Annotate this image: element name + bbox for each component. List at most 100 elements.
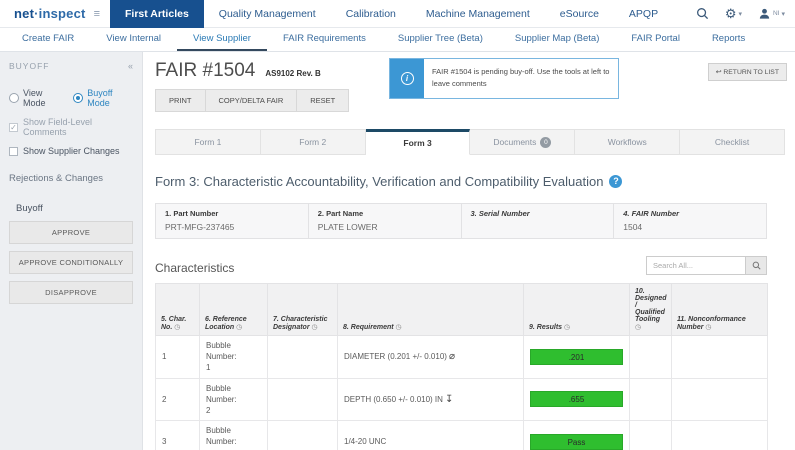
primary-nav: First Articles Quality Management Calibr… [109, 0, 673, 28]
user-label: NI [772, 10, 780, 17]
nav-first-articles[interactable]: First Articles [109, 0, 204, 28]
search-all-input[interactable] [646, 256, 746, 275]
alert-message: FAIR #1504 is pending buy-off. Use the t… [432, 67, 610, 88]
app-logo[interactable]: net·inspect [14, 6, 86, 21]
tab-workflows[interactable]: Workflows [575, 129, 681, 155]
subnav-view-internal[interactable]: View Internal [106, 33, 162, 44]
reset-button[interactable]: RESET [296, 89, 350, 112]
radio-selected-icon [73, 93, 84, 103]
collapse-sidebar-icon[interactable]: « [127, 61, 133, 71]
documents-count-badge: 0 [540, 136, 552, 148]
fair-number-field: 4. FAIR Number 1504 [614, 203, 767, 239]
col-nonconformance-number[interactable]: 11. Nonconformance Number ◷ [671, 283, 768, 336]
topbar-actions: ⚙ ▾ NI ▾ [696, 6, 785, 22]
table-header-row: 5. Char. No. ◷ 6. Reference Location ◷ 7… [155, 283, 768, 336]
nav-calibration[interactable]: Calibration [345, 7, 396, 20]
result-value[interactable]: .201 [530, 348, 623, 365]
rejections-changes-link[interactable]: Rejections & Changes [9, 173, 103, 184]
search-icon[interactable] [696, 7, 709, 20]
chevron-down-icon: ▾ [781, 10, 785, 18]
nav-apqp[interactable]: APQP [628, 7, 659, 20]
print-button[interactable]: PRINT [155, 89, 205, 112]
nav-machine-management[interactable]: Machine Management [425, 7, 530, 20]
history-icon: ◷ [705, 324, 712, 331]
help-icon[interactable]: ? [609, 175, 623, 188]
logo-separator: · [34, 6, 39, 21]
tab-form-1[interactable]: Form 1 [155, 129, 261, 155]
tab-form-3[interactable]: Form 3 [365, 129, 471, 155]
nav-quality-management[interactable]: Quality Management [218, 7, 316, 20]
subnav-create-fair[interactable]: Create FAIR [22, 33, 75, 44]
return-arrow-icon: ↩ [715, 69, 722, 76]
serial-number-field: 3. Serial Number [461, 203, 615, 239]
tab-documents[interactable]: Documents 0 [470, 129, 576, 155]
history-icon: ◷ [564, 324, 571, 331]
buyoff-section-label: Buyoff [16, 203, 43, 214]
subnav-supplier-tree[interactable]: Supplier Tree (Beta) [397, 33, 483, 44]
col-designed-qualified-tooling[interactable]: 10. Designed / Qualified Tooling ◷ [629, 283, 672, 336]
user-menu[interactable]: NI ▾ [758, 7, 785, 20]
col-requirement[interactable]: 8. Requirement ◷ [337, 283, 524, 336]
hamburger-menu-icon[interactable]: ≡ [93, 7, 100, 20]
result-value[interactable]: Pass [530, 433, 623, 450]
radio-unselected-icon [9, 93, 19, 103]
show-field-comments-label: Show Field-Level Comments [23, 117, 93, 137]
chevron-down-icon: ▾ [738, 10, 742, 18]
col-characteristic-designator[interactable]: 7. Characteristic Designator ◷ [267, 283, 338, 336]
characteristics-table: 5. Char. No. ◷ 6. Reference Location ◷ 7… [155, 283, 768, 450]
show-field-comments-checkbox[interactable]: ✓ Show Field-Level Comments [9, 117, 133, 137]
subnav-fair-portal[interactable]: FAIR Portal [631, 33, 680, 44]
checkbox-checked-icon: ✓ [9, 122, 18, 132]
tab-form-2[interactable]: Form 2 [260, 129, 366, 155]
form-3-heading: Form 3: Characteristic Accountability, V… [155, 174, 604, 189]
checkbox-unchecked-icon [9, 146, 18, 156]
top-bar: net·inspect ≡ First Articles Quality Man… [0, 0, 795, 28]
sidebar-title: BUYOFF [9, 61, 50, 71]
subnav-view-supplier[interactable]: View Supplier [177, 28, 267, 51]
view-mode-radio[interactable]: View Mode [9, 88, 63, 108]
search-button[interactable] [746, 256, 767, 275]
copy-delta-fair-button[interactable]: COPY/DELTA FAIR [204, 89, 297, 112]
col-char-no[interactable]: 5. Char. No. ◷ [155, 283, 200, 336]
characteristics-heading: Characteristics [155, 261, 235, 275]
show-supplier-changes-checkbox[interactable]: Show Supplier Changes [9, 146, 133, 156]
view-mode-label: View Mode [23, 88, 46, 108]
subnav-fair-requirements[interactable]: FAIR Requirements [282, 33, 366, 44]
secondary-nav: Create FAIR View Internal View Supplier … [0, 28, 795, 52]
subnav-reports[interactable]: Reports [711, 33, 746, 44]
history-icon: ◷ [236, 324, 243, 331]
history-icon: ◷ [395, 324, 402, 331]
nav-esource[interactable]: eSource [559, 7, 599, 20]
part-name-field: 2. Part Name PLATE LOWER [308, 203, 462, 239]
fair-actions: PRINT COPY/DELTA FAIR RESET [155, 89, 785, 112]
approve-button[interactable]: APPROVE [9, 221, 133, 244]
part-number-field: 1. Part Number PRT-MFG-237465 [155, 203, 309, 239]
main-content: FAIR #1504 AS9102 Rev. B PRINT COPY/DELT… [143, 52, 795, 450]
pending-buyoff-alert: i FAIR #1504 is pending buy-off. Use the… [389, 58, 619, 99]
spec-revision-label: AS9102 Rev. B [265, 69, 321, 78]
disapprove-button[interactable]: DISAPPROVE [9, 281, 133, 304]
tab-checklist[interactable]: Checklist [680, 129, 785, 155]
result-value[interactable]: .655 [530, 391, 623, 408]
table-row: 1 Bubble Number: 1 DIAMETER (0.201 +/- 0.… [155, 335, 768, 379]
depth-symbol: ↧ [444, 393, 454, 405]
col-reference-location[interactable]: 6. Reference Location ◷ [199, 283, 268, 336]
approve-conditionally-button[interactable]: APPROVE CONDITIONALLY [9, 251, 133, 274]
buyoff-mode-radio[interactable]: Buyoff Mode [73, 88, 133, 108]
search-icon [752, 261, 761, 270]
logo-net: net [14, 6, 35, 21]
part-info-bar: 1. Part Number PRT-MFG-237465 2. Part Na… [155, 203, 767, 239]
history-icon: ◷ [311, 324, 318, 331]
col-results[interactable]: 9. Results ◷ [523, 283, 630, 336]
diameter-symbol: ⌀ [448, 351, 455, 363]
page-title: FAIR #1504 [155, 60, 256, 81]
buyoff-mode-label: Buyoff Mode [87, 88, 113, 108]
user-icon [759, 8, 770, 19]
return-to-list-button[interactable]: ↩ RETURN TO LIST [707, 63, 787, 81]
settings-menu[interactable]: ⚙ ▾ [725, 6, 742, 22]
subnav-supplier-map[interactable]: Supplier Map (Beta) [514, 33, 600, 44]
table-row: 2 Bubble Number: 2 DEPTH (0.650 +/- 0.010… [155, 377, 768, 422]
logo-inspect: inspect [38, 6, 86, 21]
history-icon: ◷ [174, 324, 181, 331]
form-tabs: Form 1 Form 2 Form 3 Documents 0 Workflow… [155, 129, 785, 155]
